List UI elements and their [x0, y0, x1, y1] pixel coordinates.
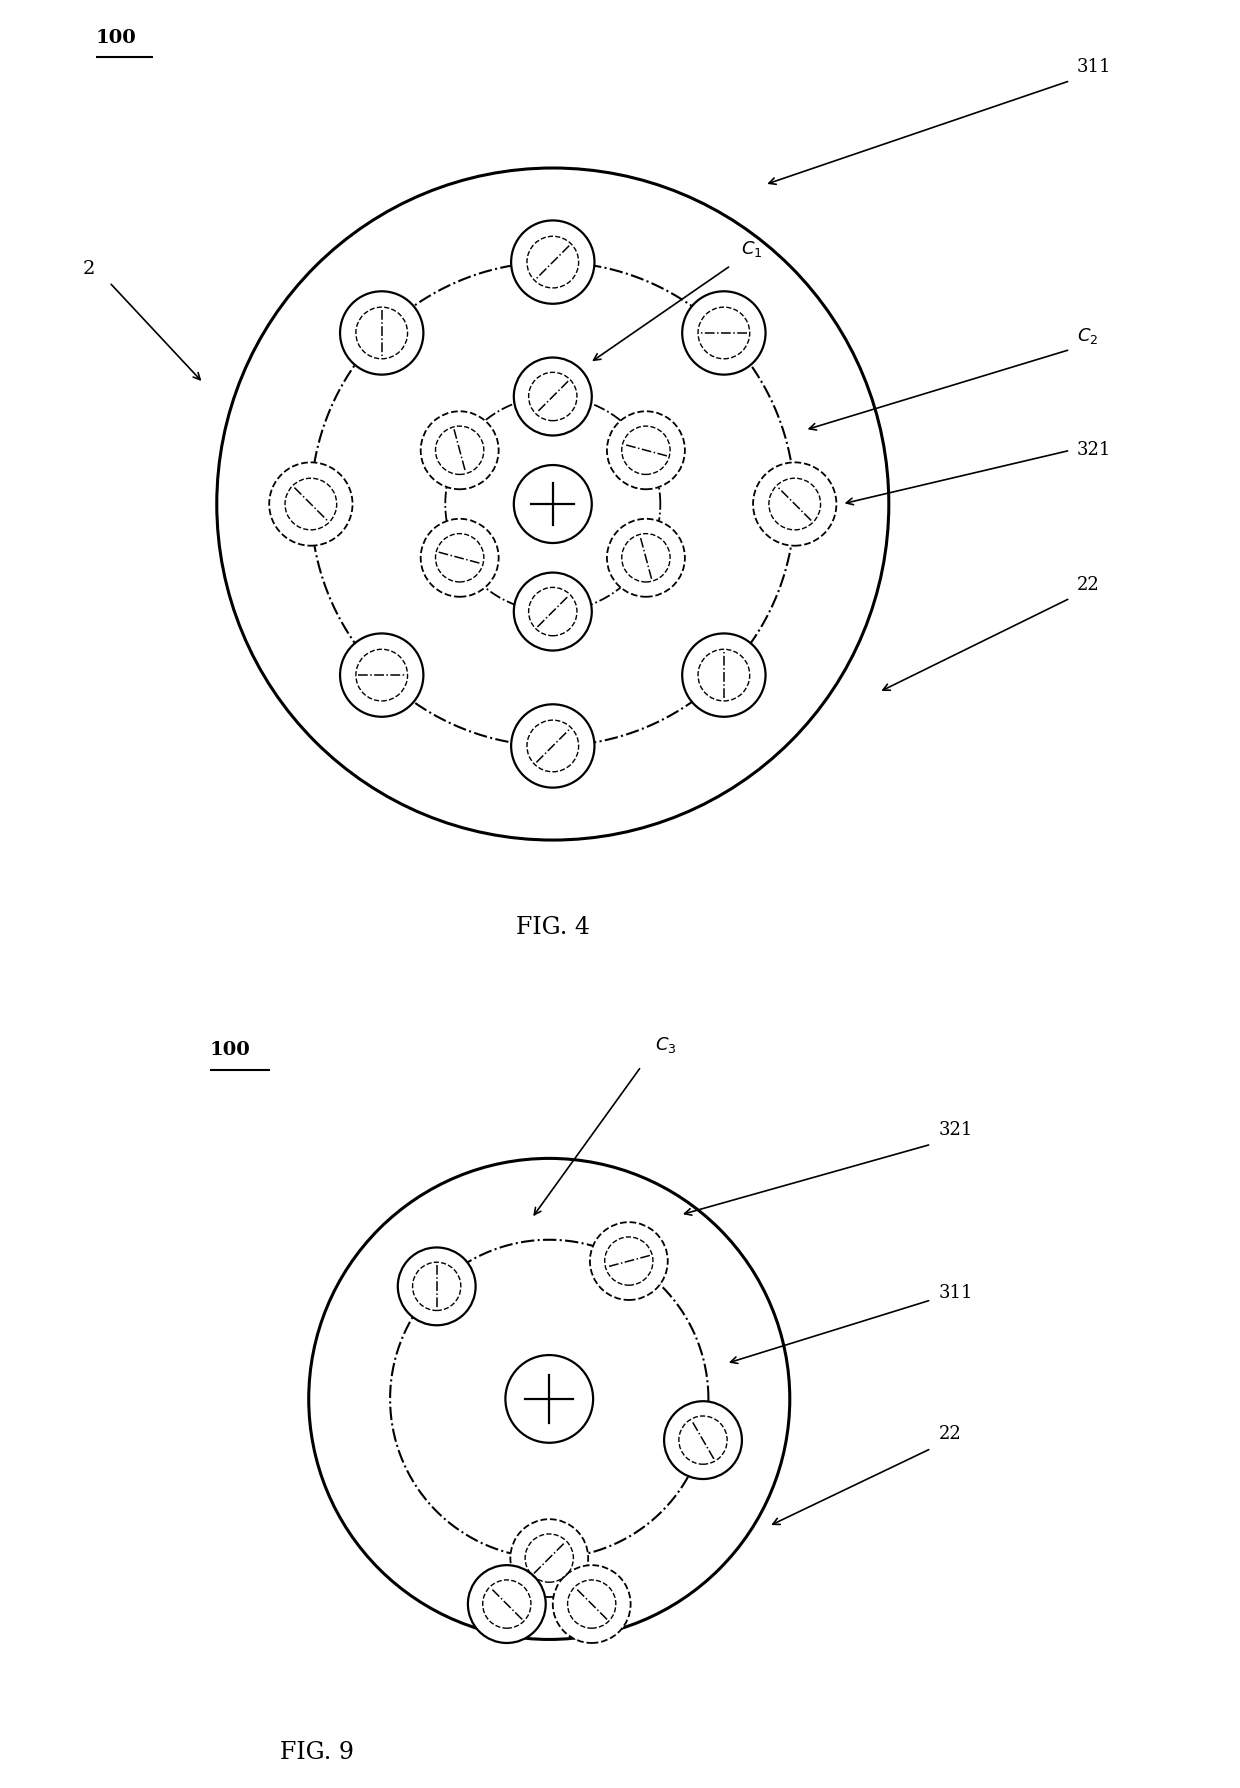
Circle shape [340, 291, 423, 375]
Circle shape [269, 463, 352, 545]
Circle shape [513, 358, 591, 436]
Circle shape [513, 572, 591, 651]
Text: 100: 100 [95, 29, 136, 46]
Circle shape [682, 291, 765, 375]
Text: $C_3$: $C_3$ [656, 1035, 677, 1055]
Circle shape [309, 1159, 790, 1640]
Circle shape [511, 704, 594, 789]
Text: FIG. 9: FIG. 9 [280, 1742, 355, 1765]
Circle shape [217, 168, 889, 840]
Text: 311: 311 [939, 1284, 973, 1302]
Circle shape [590, 1223, 668, 1300]
Circle shape [467, 1564, 546, 1643]
Circle shape [753, 463, 837, 545]
Text: 311: 311 [1078, 59, 1111, 77]
Text: FIG. 4: FIG. 4 [516, 915, 590, 939]
Text: 321: 321 [939, 1121, 972, 1139]
Circle shape [682, 633, 765, 717]
Circle shape [420, 519, 498, 597]
Circle shape [606, 519, 684, 597]
Circle shape [511, 1520, 588, 1597]
Text: 22: 22 [1078, 576, 1100, 594]
Circle shape [606, 411, 684, 490]
Circle shape [340, 633, 423, 717]
Circle shape [665, 1402, 742, 1479]
Text: $C_1$: $C_1$ [742, 238, 763, 259]
Circle shape [511, 220, 594, 304]
Text: 22: 22 [939, 1425, 961, 1443]
Circle shape [553, 1564, 631, 1643]
Text: 2: 2 [82, 259, 94, 277]
Circle shape [398, 1248, 476, 1325]
Text: 100: 100 [210, 1041, 250, 1058]
Circle shape [513, 465, 591, 544]
Text: $C_2$: $C_2$ [1078, 325, 1099, 347]
Circle shape [506, 1355, 593, 1443]
Text: 321: 321 [1078, 442, 1111, 460]
Circle shape [420, 411, 498, 490]
